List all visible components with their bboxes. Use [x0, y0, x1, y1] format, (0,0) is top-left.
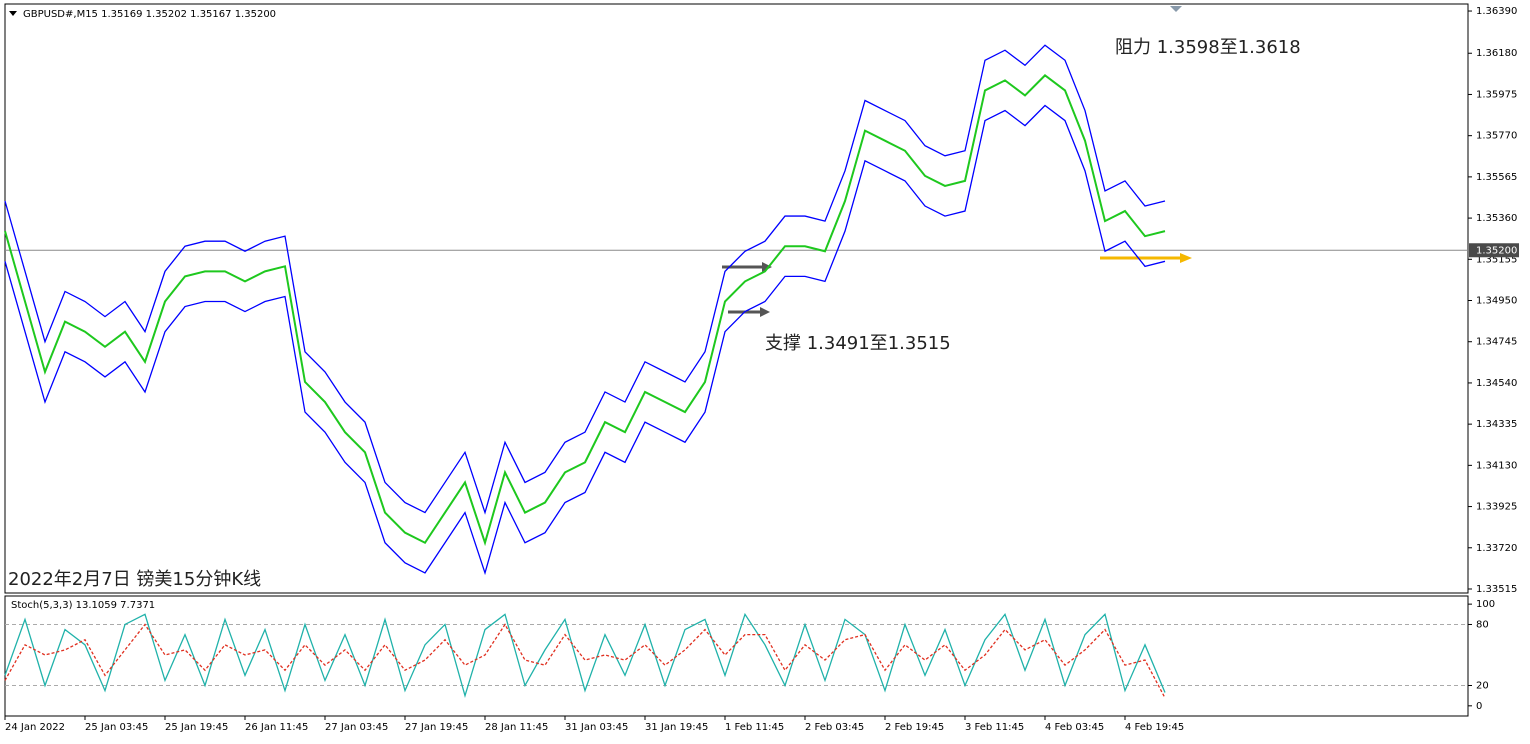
y-tick-label: 1.33515: [1476, 584, 1517, 595]
price-box: [1469, 243, 1519, 258]
x-tick-label: 3 Feb 11:45: [965, 722, 1024, 733]
stoch-title: Stoch(5,3,3) 13.1059 7.7371: [11, 600, 155, 611]
x-tick-label: 1 Feb 11:45: [725, 722, 784, 733]
x-tick-label: 4 Feb 03:45: [1045, 722, 1104, 733]
y-tick-label: 1.36390: [1476, 6, 1517, 17]
x-tick-label: 28 Jan 11:45: [485, 722, 548, 733]
chart-title: GBPUSD#,M15 1.35169 1.35202 1.35167 1.35…: [23, 9, 276, 20]
resistance-note: 阻力 1.3598至1.3618: [1115, 37, 1301, 58]
x-tick-label: 25 Jan 19:45: [165, 722, 228, 733]
y-tick-label: 80: [1476, 619, 1489, 630]
arrow-head: [762, 262, 772, 272]
series-line: [4, 104, 1166, 576]
x-tick-label: 24 Jan 2022: [5, 722, 65, 733]
x-tick-label: 27 Jan 19:45: [405, 722, 468, 733]
y-tick-label: 20: [1476, 680, 1489, 691]
y-tick-label: 1.35975: [1476, 89, 1517, 100]
x-tick-label: 4 Feb 19:45: [1125, 722, 1184, 733]
series-line: [4, 44, 1166, 515]
marker: [1170, 6, 1182, 12]
y-tick-label: 1.36180: [1476, 48, 1517, 59]
y-tick-label: 0: [1476, 701, 1482, 712]
y-tick-label: 1.34540: [1476, 378, 1517, 389]
y-tick-label: 1.33925: [1476, 502, 1517, 513]
series-line: [4, 74, 1166, 547]
arrow-head: [1180, 253, 1192, 263]
x-tick-label: 25 Jan 03:45: [85, 722, 148, 733]
x-tick-label: 31 Jan 19:45: [645, 722, 708, 733]
y-tick-label: 1.34130: [1476, 460, 1517, 471]
main-panel: [4, 3, 1469, 594]
y-tick-label: 100: [1476, 599, 1495, 610]
arrow-head: [760, 307, 770, 317]
caption: 2022年2月7日 镑美15分钟K线: [8, 569, 261, 590]
y-tick-label: 1.35565: [1476, 172, 1517, 183]
y-tick-label: 1.33720: [1476, 543, 1517, 554]
x-tick-label: 27 Jan 03:45: [325, 722, 388, 733]
y-tick-label: 1.34950: [1476, 296, 1517, 307]
price-label: 1.35200: [1476, 245, 1517, 256]
x-tick-label: 31 Jan 03:45: [565, 722, 628, 733]
y-tick-label: 1.35360: [1476, 213, 1517, 224]
y-tick-label: 1.34745: [1476, 337, 1517, 348]
support-note: 支撑 1.3491至1.3515: [765, 333, 951, 354]
x-tick-label: 26 Jan 11:45: [245, 722, 308, 733]
series-line: [4, 612, 1166, 698]
y-tick-label: 1.34335: [1476, 419, 1517, 430]
series-line: [4, 623, 1166, 699]
menu-icon: [9, 11, 17, 16]
stoch-panel: [4, 595, 1469, 717]
x-tick-label: 2 Feb 19:45: [885, 722, 944, 733]
y-tick-label: 1.35155: [1476, 254, 1517, 265]
y-tick-label: 1.35770: [1476, 131, 1517, 142]
x-tick-label: 2 Feb 03:45: [805, 722, 864, 733]
